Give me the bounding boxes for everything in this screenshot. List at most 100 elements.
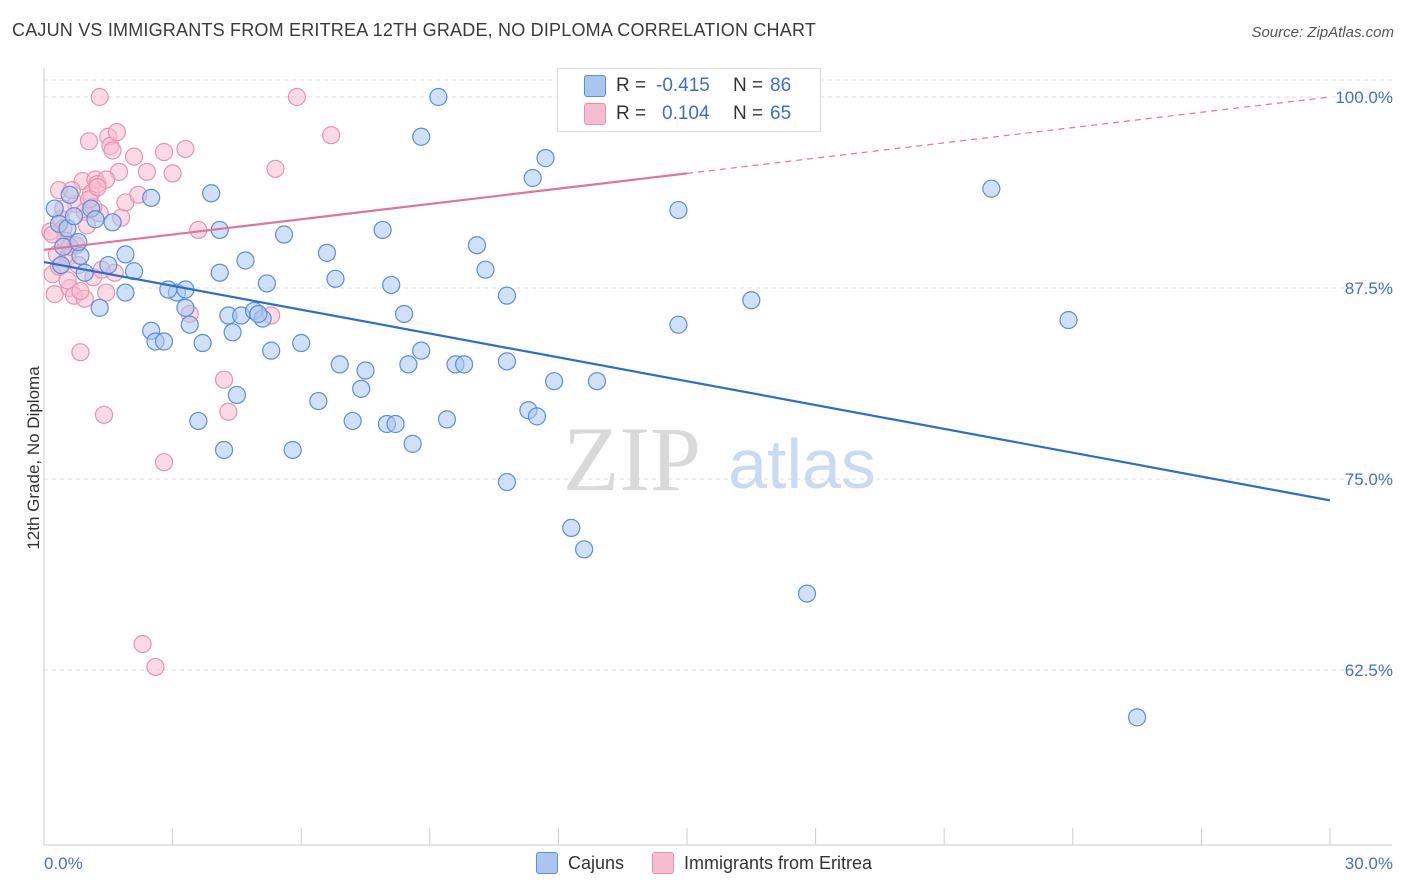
cajun-points	[45, 87, 1147, 727]
cajun-point	[742, 291, 761, 310]
cajun-point	[575, 540, 594, 559]
cajun-point	[454, 355, 474, 374]
cajun-point	[86, 210, 105, 229]
cajun-point	[394, 304, 414, 324]
cajun-point	[523, 168, 542, 188]
watermark-atlas: atlas	[728, 425, 876, 503]
eritrea-point	[146, 657, 165, 677]
stats-n-value-cajuns: 86	[770, 75, 792, 96]
cajun-point	[467, 236, 487, 255]
legend-item-eritrea[interactable]: Immigrants from Eritrea	[652, 852, 872, 874]
cajun-point	[223, 323, 242, 342]
cajun-point	[399, 355, 418, 374]
eritrea-point	[137, 162, 156, 181]
cajun-point	[330, 355, 349, 374]
eritrea-point	[176, 139, 195, 159]
cajun-point	[587, 372, 607, 391]
cajun-point	[536, 149, 555, 168]
cajun-point	[116, 283, 135, 302]
chart-title: CAJUN VS IMMIGRANTS FROM ERITREA 12TH GR…	[12, 20, 817, 40]
eritrea-point	[103, 141, 122, 160]
eritrea-point	[71, 343, 90, 362]
cajun-point	[90, 298, 109, 317]
cajun-point	[45, 199, 64, 218]
eritrea-point	[97, 283, 116, 302]
cajun-point	[257, 274, 277, 293]
cajun-point	[429, 87, 448, 107]
cajun-point	[292, 333, 311, 353]
eritrea-point	[154, 453, 174, 472]
cajun-point	[403, 434, 422, 453]
cajun-point	[142, 188, 161, 207]
cajun-point	[343, 411, 362, 431]
cajun-point	[69, 233, 88, 252]
eritrea-point	[94, 405, 114, 424]
cajun-point	[274, 225, 294, 244]
stats-r-label: R =	[616, 75, 647, 96]
x-tick-label: 30.0%	[1345, 854, 1393, 873]
stats-n-value-eritrea: 65	[770, 103, 792, 124]
eritrea-point	[58, 271, 77, 290]
cajun-point	[382, 275, 401, 295]
eritrea-points	[41, 87, 341, 677]
cajun-point	[75, 263, 94, 282]
watermark-zip: ZIP	[563, 408, 701, 510]
cajun-point	[497, 472, 517, 492]
cajun-point	[189, 411, 208, 431]
eritrea-point	[79, 132, 99, 151]
eritrea-point	[133, 634, 152, 654]
cajun-point	[669, 315, 688, 334]
eritrea-point	[107, 123, 126, 142]
eritrea-point	[287, 87, 307, 107]
cajun-point	[326, 269, 345, 288]
eritrea-point	[124, 147, 144, 166]
cajun-point	[64, 207, 84, 226]
legend-item-cajuns[interactable]: Cajuns	[536, 852, 624, 874]
stats-r-value-eritrea: 0.104	[662, 103, 710, 124]
eritrea-point	[71, 281, 90, 301]
cajun-point	[214, 440, 234, 460]
x-tick-label: 0.0%	[44, 854, 83, 873]
cajun-point	[103, 213, 122, 232]
stats-r-value-cajuns: -0.415	[656, 75, 710, 96]
y-tick-label: 87.5%	[1345, 279, 1393, 298]
y-tick-label: 100.0%	[1335, 88, 1393, 107]
eritrea-point	[90, 87, 109, 107]
cajun-point	[317, 243, 337, 262]
cajun-point	[193, 333, 212, 353]
eritrea-point	[88, 178, 107, 197]
cajun-point	[412, 341, 431, 360]
cajun-point	[545, 372, 564, 391]
trend-lines	[43, 96, 1331, 502]
cajun-point	[283, 440, 302, 460]
cajun-point	[60, 185, 79, 204]
cajun-point	[352, 379, 371, 398]
stats-r-label: R =	[616, 103, 647, 124]
cajun-point	[1127, 708, 1147, 727]
cajun-point	[982, 179, 1001, 198]
cajun-point	[562, 518, 581, 537]
gridlines	[44, 79, 1392, 671]
cajun-point	[180, 315, 199, 334]
cajun-point	[497, 286, 517, 305]
stats-swatch-eritrea	[584, 103, 606, 125]
eritrea-point	[266, 159, 285, 178]
cajun-point	[210, 263, 229, 282]
legend: Cajuns Immigrants from Eritrea	[536, 852, 872, 874]
cajun-point	[227, 385, 246, 405]
cajun-point	[262, 341, 281, 360]
cajun-point	[356, 361, 375, 380]
tick-labels: 62.5% 75.0% 87.5% 100.0% 0.0% 30.0%	[44, 88, 1393, 873]
stats-swatch-cajuns	[584, 75, 606, 97]
stats-n-label: N =	[733, 103, 764, 124]
stats-legend: R = -0.415 N = 86 R = 0.104 N = 65	[557, 68, 821, 132]
cajun-point	[202, 184, 221, 203]
cajun-point	[412, 127, 431, 146]
eritrea-trend-line	[43, 172, 688, 251]
legend-label-cajuns: Cajuns	[568, 852, 625, 873]
axes	[43, 68, 1392, 846]
cajun-point	[476, 260, 495, 279]
cajun-point	[249, 304, 268, 324]
eritrea-point	[219, 402, 238, 421]
cajun-point	[309, 391, 328, 411]
